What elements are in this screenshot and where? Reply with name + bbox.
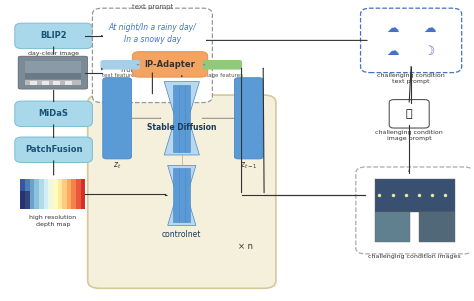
Text: a man crossing the street in
front of a building: a man crossing the street in front of a …: [103, 60, 201, 73]
Polygon shape: [164, 82, 200, 118]
Text: 🏔: 🏔: [406, 109, 412, 119]
Text: IP-Adapter: IP-Adapter: [145, 60, 195, 69]
FancyBboxPatch shape: [92, 8, 212, 103]
Text: challenging condition
image prompt: challenging condition image prompt: [375, 130, 443, 141]
FancyBboxPatch shape: [20, 191, 30, 209]
FancyBboxPatch shape: [25, 61, 81, 73]
FancyBboxPatch shape: [389, 100, 429, 128]
FancyBboxPatch shape: [235, 78, 263, 159]
FancyBboxPatch shape: [67, 179, 72, 209]
Text: ☁: ☁: [423, 22, 436, 35]
FancyBboxPatch shape: [15, 23, 92, 49]
FancyBboxPatch shape: [179, 85, 184, 152]
FancyBboxPatch shape: [30, 81, 37, 85]
FancyBboxPatch shape: [173, 169, 179, 222]
Text: high resolution
depth map: high resolution depth map: [29, 215, 76, 227]
Text: Stable Diffusion: Stable Diffusion: [147, 123, 217, 132]
FancyBboxPatch shape: [184, 85, 190, 152]
Text: $z_{t-1}$: $z_{t-1}$: [240, 160, 257, 171]
Polygon shape: [168, 195, 196, 225]
Text: challenging condition images: challenging condition images: [368, 254, 461, 259]
FancyBboxPatch shape: [48, 179, 53, 209]
FancyBboxPatch shape: [25, 80, 81, 85]
FancyBboxPatch shape: [25, 179, 30, 209]
FancyBboxPatch shape: [72, 179, 76, 209]
FancyBboxPatch shape: [88, 95, 276, 288]
FancyBboxPatch shape: [20, 179, 25, 209]
Text: ☁: ☁: [387, 22, 399, 35]
FancyBboxPatch shape: [54, 81, 60, 85]
Text: text features: text features: [102, 73, 138, 78]
FancyBboxPatch shape: [15, 137, 92, 163]
Text: text prompt: text prompt: [132, 4, 173, 10]
FancyBboxPatch shape: [44, 179, 48, 209]
Text: At night/In a rainy day/
In a snowy day: At night/In a rainy day/ In a snowy day: [109, 23, 196, 44]
FancyBboxPatch shape: [30, 179, 34, 209]
FancyBboxPatch shape: [419, 212, 455, 242]
FancyBboxPatch shape: [179, 169, 184, 222]
FancyBboxPatch shape: [184, 169, 190, 222]
Text: controlnet: controlnet: [162, 230, 201, 239]
FancyBboxPatch shape: [202, 60, 242, 70]
Text: PatchFusion: PatchFusion: [25, 145, 82, 154]
FancyBboxPatch shape: [62, 179, 67, 209]
FancyBboxPatch shape: [361, 8, 462, 73]
FancyBboxPatch shape: [374, 212, 410, 242]
Polygon shape: [168, 166, 196, 195]
FancyBboxPatch shape: [39, 179, 44, 209]
Text: image features: image features: [201, 73, 243, 78]
Text: ☽: ☽: [424, 45, 435, 58]
FancyBboxPatch shape: [53, 179, 57, 209]
FancyBboxPatch shape: [374, 179, 455, 212]
FancyBboxPatch shape: [25, 65, 81, 79]
FancyBboxPatch shape: [18, 56, 88, 89]
FancyBboxPatch shape: [76, 179, 81, 209]
FancyBboxPatch shape: [65, 81, 72, 85]
FancyBboxPatch shape: [132, 52, 208, 77]
FancyBboxPatch shape: [173, 85, 179, 152]
FancyBboxPatch shape: [81, 179, 85, 209]
FancyBboxPatch shape: [15, 101, 92, 126]
FancyBboxPatch shape: [57, 179, 62, 209]
Text: day-clear image: day-clear image: [28, 51, 79, 56]
FancyBboxPatch shape: [100, 60, 140, 70]
Text: ☁: ☁: [387, 45, 399, 58]
Text: × n: × n: [238, 242, 253, 251]
FancyBboxPatch shape: [103, 78, 131, 159]
Text: MiDaS: MiDaS: [39, 109, 69, 118]
FancyBboxPatch shape: [34, 179, 39, 209]
Text: challenging condition
text prompt: challenging condition text prompt: [377, 73, 445, 84]
Text: BLIP2: BLIP2: [40, 31, 67, 40]
FancyBboxPatch shape: [356, 167, 474, 254]
FancyBboxPatch shape: [42, 81, 49, 85]
Polygon shape: [164, 118, 200, 155]
Text: $z_t$: $z_t$: [113, 160, 121, 171]
